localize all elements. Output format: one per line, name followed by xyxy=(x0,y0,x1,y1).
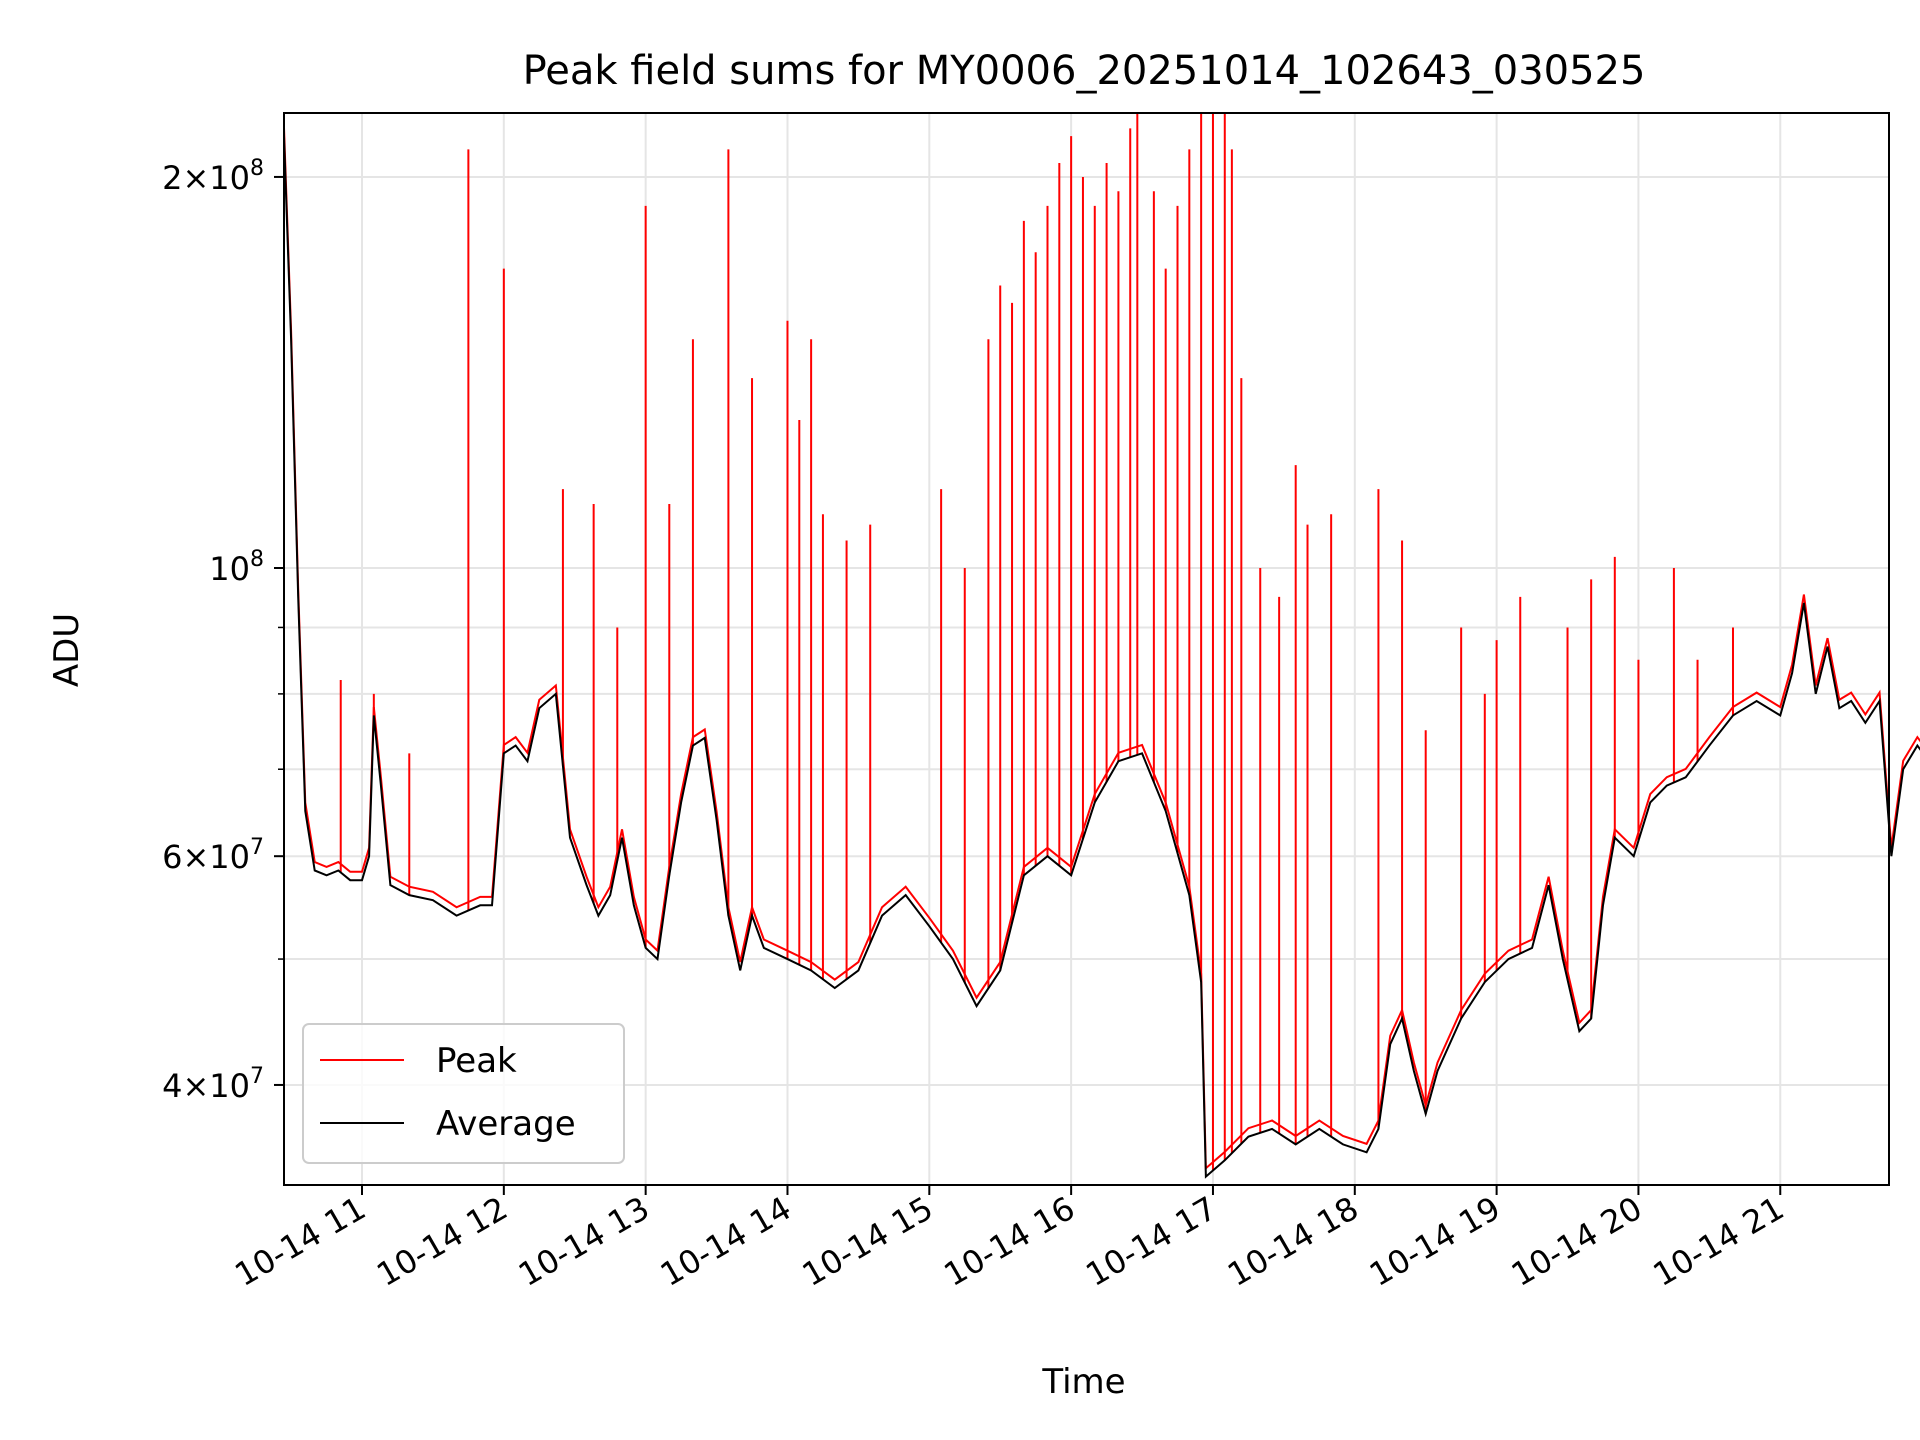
y-tick-label: 2×108 xyxy=(162,156,264,197)
plot-frame xyxy=(283,112,1890,1186)
chart-title: Peak field sums for MY0006_20251014_1026… xyxy=(523,48,1646,94)
legend-box xyxy=(302,1023,625,1164)
legend-average-label: Average xyxy=(436,1104,576,1144)
legend: Peak Average xyxy=(302,1023,625,1164)
x-axis-label: Time xyxy=(1041,1362,1125,1402)
average-series xyxy=(283,136,1920,1179)
y-axis-ticks: 4×107 6×107 108 2×108 xyxy=(162,156,284,1105)
legend-peak-label: Peak xyxy=(436,1041,517,1081)
peak-series xyxy=(283,113,1920,1171)
y-tick-label: 4×107 xyxy=(162,1064,264,1105)
y-tick-label: 108 xyxy=(209,547,264,588)
y-axis-label: ADU xyxy=(47,613,87,687)
average-line xyxy=(283,136,1920,1179)
y-tick-label: 6×107 xyxy=(162,835,264,876)
